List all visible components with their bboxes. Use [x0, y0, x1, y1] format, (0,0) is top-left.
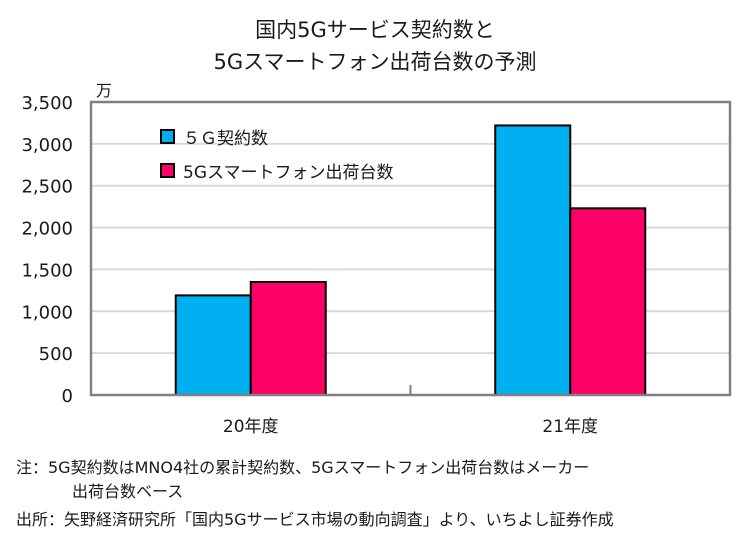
bar-5g-smartphone-shipments-1	[569, 207, 647, 396]
bar-5g-contracts-0	[174, 294, 252, 397]
legend-label-5g-smartphone-shipments: 5Gスマートフォン出荷台数	[183, 163, 394, 183]
note-line-2: 出荷台数ベース	[72, 482, 184, 501]
y-tick-label: 0	[62, 386, 73, 407]
y-tick-label: 1,500	[21, 260, 73, 281]
y-tick-label: 500	[39, 344, 73, 365]
legend-item-5g-smartphone-shipments: 5Gスマートフォン出荷台数	[160, 158, 393, 183]
legend-swatch-5g-contracts	[160, 129, 175, 144]
y-axis-unit-label: 万	[96, 81, 112, 100]
y-tick-label: 1,000	[21, 302, 73, 323]
note-line-1: 注：5G契約数はMNO4社の累計契約数、5Gスマートフォン出荷台数はメーカー	[16, 458, 590, 477]
y-tick-label: 3,500	[21, 93, 73, 114]
bar-5g-contracts-1	[494, 124, 572, 396]
legend-item-5g-contracts: ５Ｇ契約数	[160, 124, 268, 149]
y-tick-label: 3,000	[21, 135, 73, 156]
source-note: 出所：矢野経済研究所「国内5Gサービス市場の動向調査」より、いちよし証券作成	[16, 510, 614, 529]
chart-title-line-1: 国内5Gサービス契約数と	[255, 18, 495, 42]
legend-label-5g-contracts: ５Ｇ契約数	[183, 129, 268, 149]
y-tick-label: 2,500	[21, 177, 73, 198]
x-tick-label: 20年度	[223, 417, 279, 437]
legend-swatch-5g-smartphone-shipments	[160, 163, 175, 178]
x-tick-label: 21年度	[542, 417, 598, 437]
chart-title-line-2: 5Gスマートフォン出荷台数の予測	[213, 50, 537, 74]
bar-5g-smartphone-shipments-0	[249, 280, 327, 396]
y-tick-label: 2,000	[21, 219, 73, 240]
